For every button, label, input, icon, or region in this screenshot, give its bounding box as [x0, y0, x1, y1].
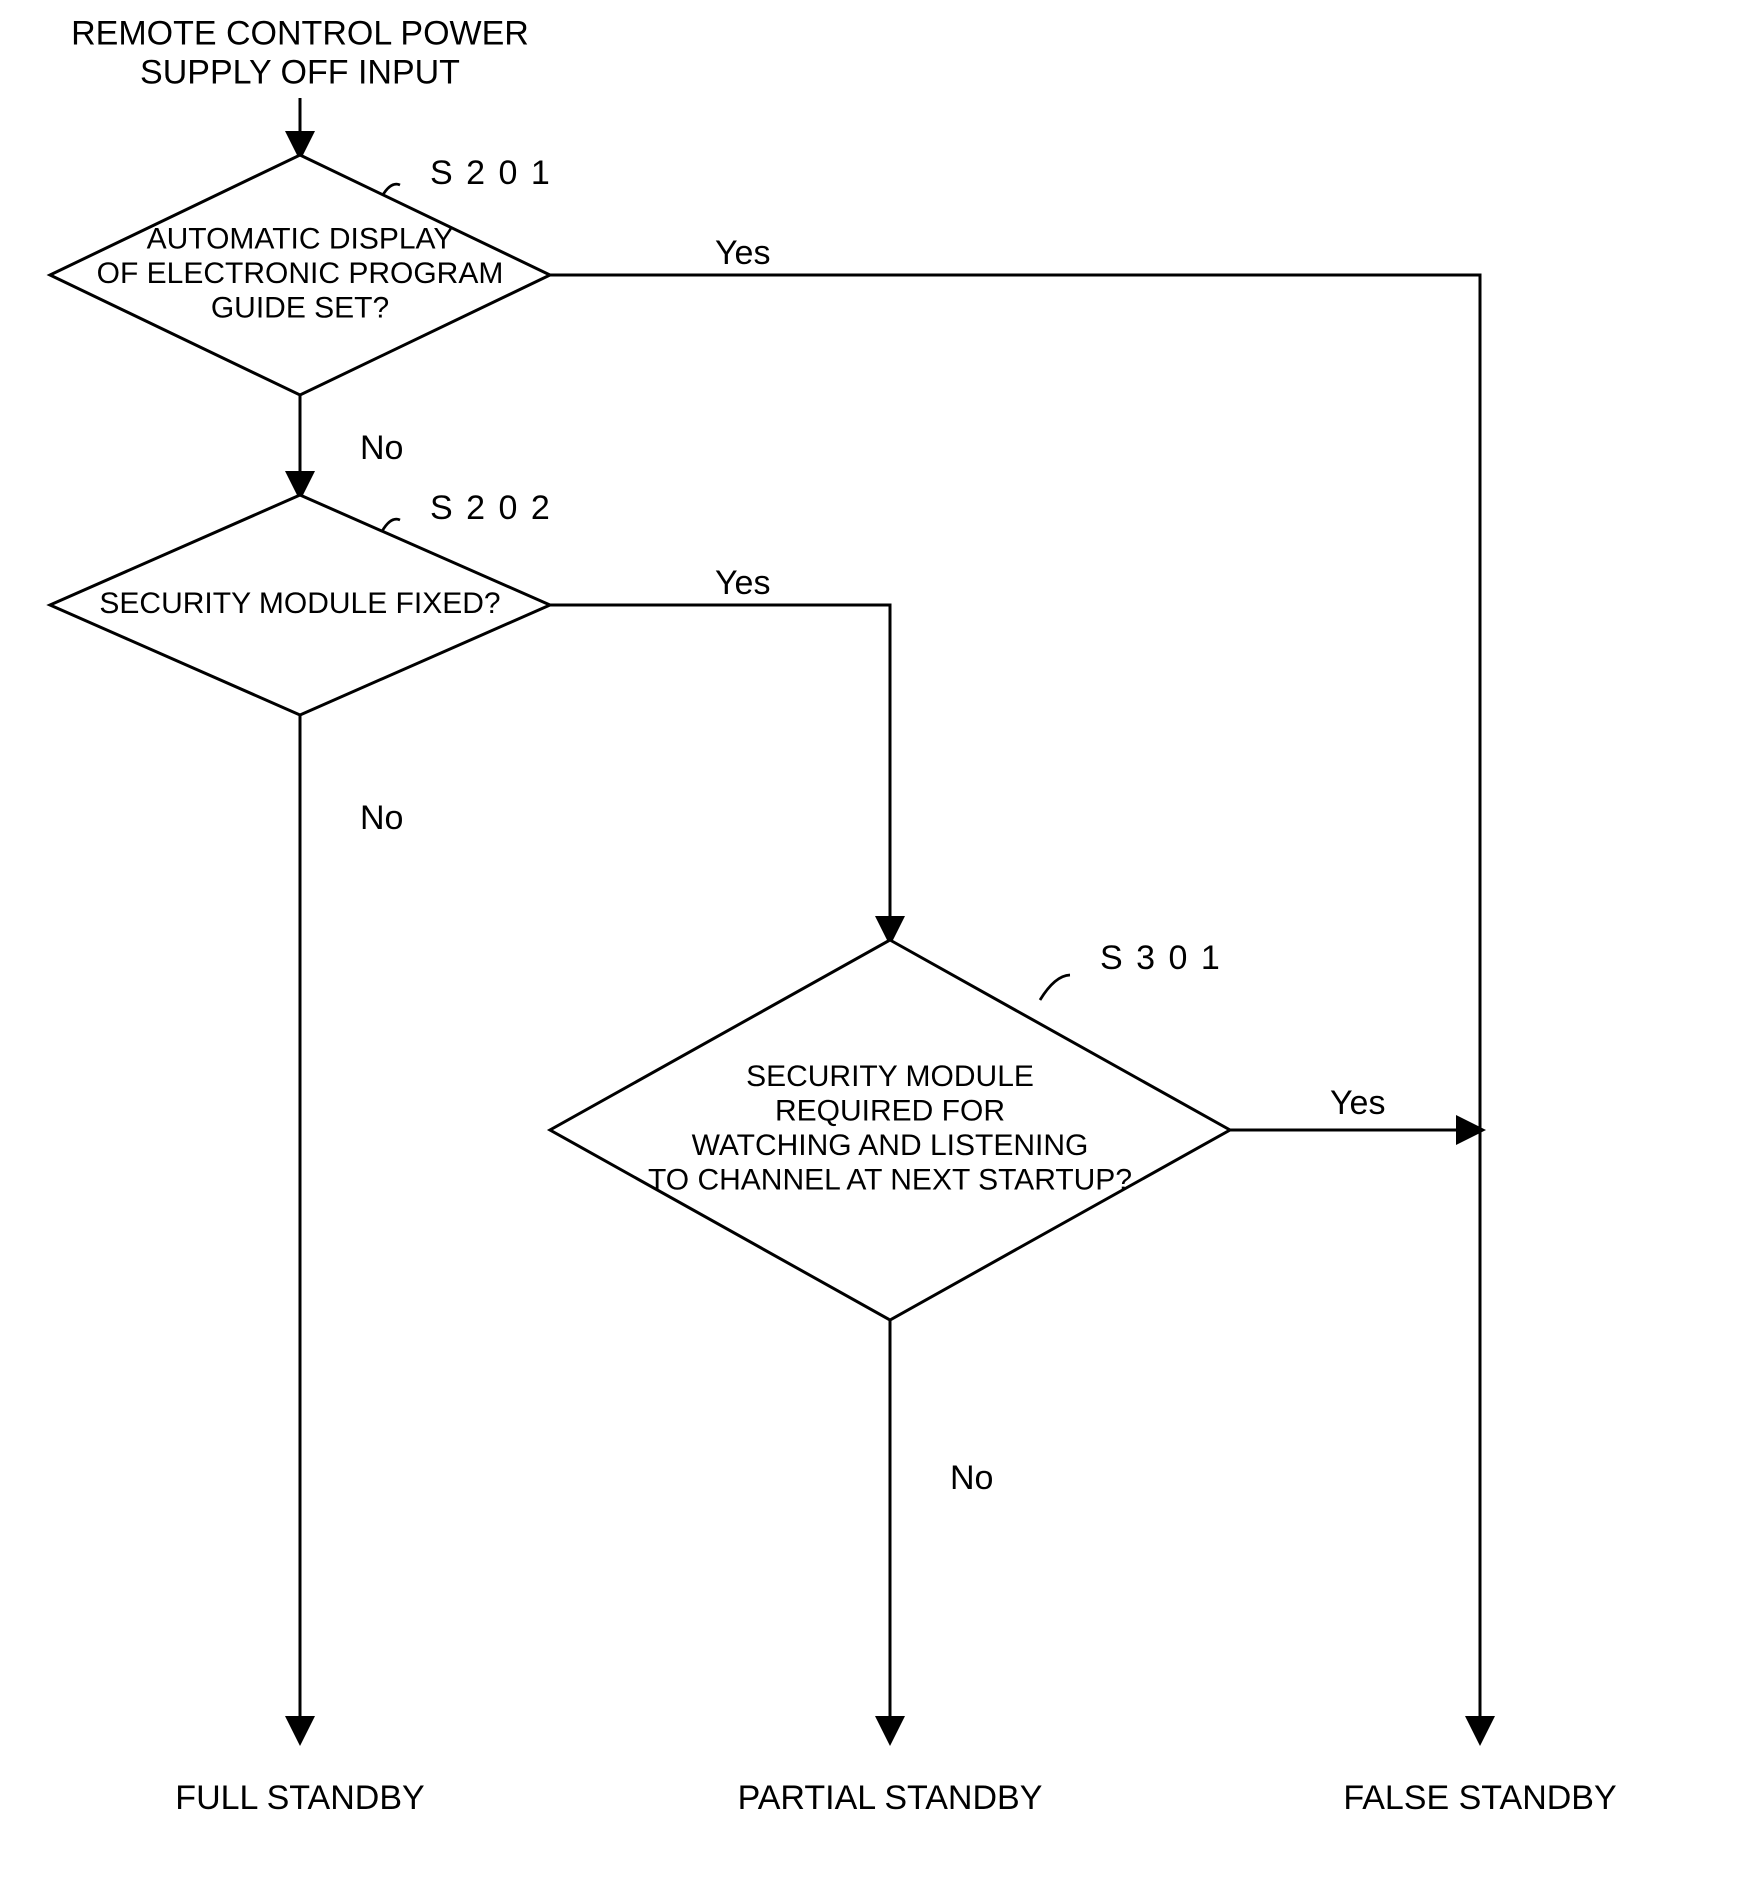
svg-text:SUPPLY OFF INPUT: SUPPLY OFF INPUT [140, 54, 460, 92]
edge-label-s201-no: No [360, 429, 403, 467]
svg-text:SECURITY MODULE FIXED?: SECURITY MODULE FIXED? [99, 587, 500, 620]
start-label: REMOTE CONTROL POWERSUPPLY OFF INPUT [71, 14, 529, 91]
edge-label-s301-yes: Yes [1330, 1084, 1385, 1122]
terminal-label-false: FALSE STANDBY [1343, 1779, 1616, 1817]
node-start: REMOTE CONTROL POWERSUPPLY OFF INPUT [71, 14, 529, 91]
node-s201: AUTOMATIC DISPLAYOF ELECTRONIC PROGRAMGU… [50, 154, 552, 395]
edge-s301-yes: Yes [1230, 1084, 1480, 1130]
terminal-label-partial: PARTIAL STANDBY [738, 1779, 1043, 1817]
node-s202: SECURITY MODULE FIXED? S 2 0 2 [50, 489, 552, 715]
edge-label-s202-no: No [360, 799, 403, 837]
svg-text:AUTOMATIC DISPLAY: AUTOMATIC DISPLAY [147, 222, 454, 255]
svg-text:REMOTE CONTROL POWER: REMOTE CONTROL POWER [71, 14, 529, 52]
edge-s301-no: No [890, 1320, 993, 1740]
terminal-label-full: FULL STANDBY [175, 1779, 424, 1817]
svg-text:SECURITY MODULE: SECURITY MODULE [746, 1060, 1034, 1093]
node-false: FALSE STANDBY [1343, 1779, 1616, 1817]
flowchart-canvas: Yes No Yes No Yes No REMOTE CONTROL POWERSUPPL… [0, 0, 1745, 1897]
svg-text:REQUIRED FOR: REQUIRED FOR [775, 1095, 1005, 1128]
step-callout-s301 [1040, 975, 1070, 1000]
step-label-s202: S 2 0 2 [430, 489, 552, 527]
svg-text:GUIDE SET?: GUIDE SET? [211, 291, 389, 324]
step-label-s201: S 2 0 1 [430, 154, 552, 192]
edge-label-s301-no: No [950, 1459, 993, 1497]
edge-label-s202-yes: Yes [715, 564, 770, 602]
step-label-s301: S 3 0 1 [1100, 939, 1222, 977]
decision-text-s202: SECURITY MODULE FIXED? [99, 587, 500, 620]
edge-s201-yes: Yes [550, 234, 1480, 1740]
svg-text:WATCHING AND LISTENING: WATCHING AND LISTENING [692, 1129, 1089, 1162]
svg-text:TO CHANNEL AT NEXT STARTUP?: TO CHANNEL AT NEXT STARTUP? [648, 1164, 1132, 1197]
edge-s202-yes: Yes [550, 564, 890, 940]
edge-s201-no: No [300, 395, 403, 495]
node-full: FULL STANDBY [175, 1779, 424, 1817]
node-s301: SECURITY MODULEREQUIRED FORWATCHING AND … [550, 939, 1230, 1320]
edge-s202-no: No [300, 715, 403, 1740]
svg-text:OF ELECTRONIC PROGRAM: OF ELECTRONIC PROGRAM [97, 257, 504, 290]
node-partial: PARTIAL STANDBY [738, 1779, 1043, 1817]
edge-label-s201-yes: Yes [715, 234, 770, 272]
